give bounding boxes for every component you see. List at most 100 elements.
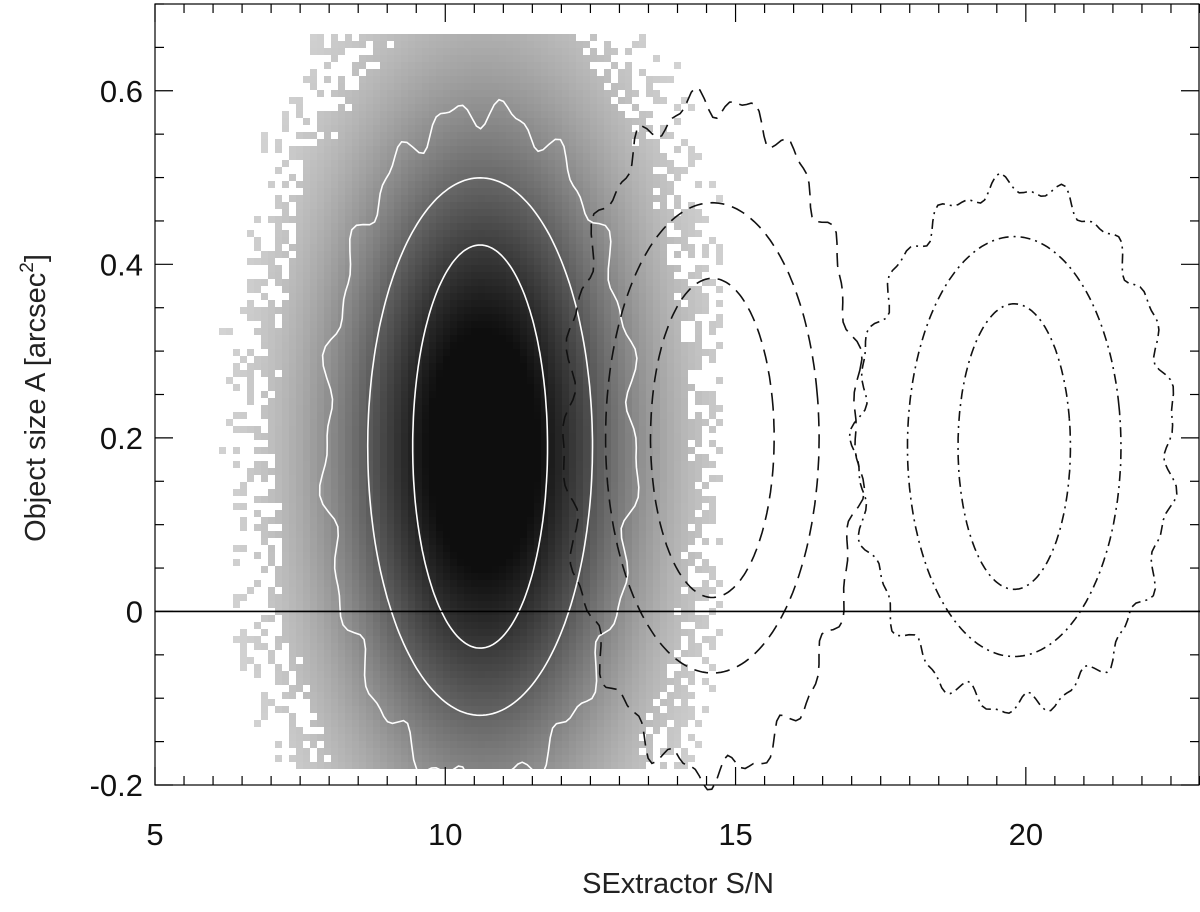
density-cell: [415, 293, 422, 300]
density-cell: [555, 657, 562, 664]
density-cell: [408, 678, 415, 685]
density-cell: [380, 538, 387, 545]
density-cell: [310, 300, 317, 307]
density-cell: [478, 377, 485, 384]
density-cell: [401, 118, 408, 125]
density-cell: [485, 720, 492, 727]
density-cell: [394, 398, 401, 405]
density-cell: [464, 370, 471, 377]
density-cell: [513, 314, 520, 321]
density-cell: [443, 202, 450, 209]
density-cell: [324, 195, 331, 202]
density-cell: [310, 167, 317, 174]
density-cell: [331, 475, 338, 482]
density-cell: [562, 181, 569, 188]
density-cell: [590, 678, 597, 685]
density-cell: [352, 41, 359, 48]
density-cell: [576, 510, 583, 517]
density-cell: [450, 412, 457, 419]
density-cell: [485, 48, 492, 55]
density-cell: [436, 699, 443, 706]
density-cell: [366, 349, 373, 356]
density-cell: [576, 139, 583, 146]
density-cell: [338, 573, 345, 580]
density-cell: [401, 272, 408, 279]
density-cell: [303, 461, 310, 468]
density-cell: [289, 615, 296, 622]
density-cell: [576, 559, 583, 566]
density-cell: [352, 132, 359, 139]
density-cell: [331, 216, 338, 223]
density-cell: [443, 552, 450, 559]
density-cell: [527, 125, 534, 132]
density-cell: [443, 671, 450, 678]
density-cell: [261, 342, 268, 349]
density-cell: [345, 482, 352, 489]
density-cell: [268, 370, 275, 377]
density-cell: [604, 447, 611, 454]
density-cell: [429, 643, 436, 650]
density-cell: [520, 440, 527, 447]
density-cell: [352, 741, 359, 748]
density-cell: [436, 426, 443, 433]
density-cell: [303, 363, 310, 370]
density-cell: [457, 139, 464, 146]
density-cell: [268, 531, 275, 538]
density-cell: [527, 755, 534, 762]
density-cell: [345, 216, 352, 223]
density-cell: [317, 377, 324, 384]
density-cell: [457, 237, 464, 244]
density-cell: [590, 538, 597, 545]
density-cell: [548, 251, 555, 258]
density-cell: [548, 209, 555, 216]
density-cell: [387, 76, 394, 83]
density-cell: [590, 104, 597, 111]
density-cell: [520, 510, 527, 517]
density-cell: [331, 209, 338, 216]
density-cell: [317, 223, 324, 230]
density-cell: [401, 377, 408, 384]
density-cell: [604, 230, 611, 237]
density-cell: [275, 454, 282, 461]
density-cell: [408, 426, 415, 433]
density-cell: [387, 440, 394, 447]
density-cell: [422, 62, 429, 69]
density-cell: [457, 55, 464, 62]
density-cell: [492, 328, 499, 335]
density-cell: [268, 307, 275, 314]
density-cell: [583, 713, 590, 720]
density-cell: [345, 573, 352, 580]
density-cell: [478, 342, 485, 349]
density-cell: [373, 174, 380, 181]
density-cell: [548, 244, 555, 251]
density-cell: [275, 244, 282, 251]
density-cell: [541, 412, 548, 419]
density-cell: [408, 433, 415, 440]
density-cell: [261, 328, 268, 335]
density-cell: [548, 272, 555, 279]
density-cell: [492, 286, 499, 293]
density-cell: [359, 412, 366, 419]
density-cell: [527, 538, 534, 545]
density-cell: [555, 482, 562, 489]
density-cell: [457, 335, 464, 342]
density-cell: [443, 685, 450, 692]
density-cell: [429, 594, 436, 601]
density-cell: [548, 370, 555, 377]
density-cell: [268, 398, 275, 405]
density-cell: [359, 342, 366, 349]
density-cell: [436, 671, 443, 678]
density-cell: [373, 426, 380, 433]
density-cell: [408, 475, 415, 482]
density-cell: [359, 489, 366, 496]
density-cell: [534, 195, 541, 202]
density-cell: [520, 496, 527, 503]
density-cell: [527, 489, 534, 496]
density-cell: [282, 636, 289, 643]
density-cell: [415, 202, 422, 209]
density-cell: [506, 601, 513, 608]
density-cell: [387, 223, 394, 230]
density-cell: [590, 748, 597, 755]
density-cell: [492, 524, 499, 531]
density-cell: [422, 34, 429, 41]
